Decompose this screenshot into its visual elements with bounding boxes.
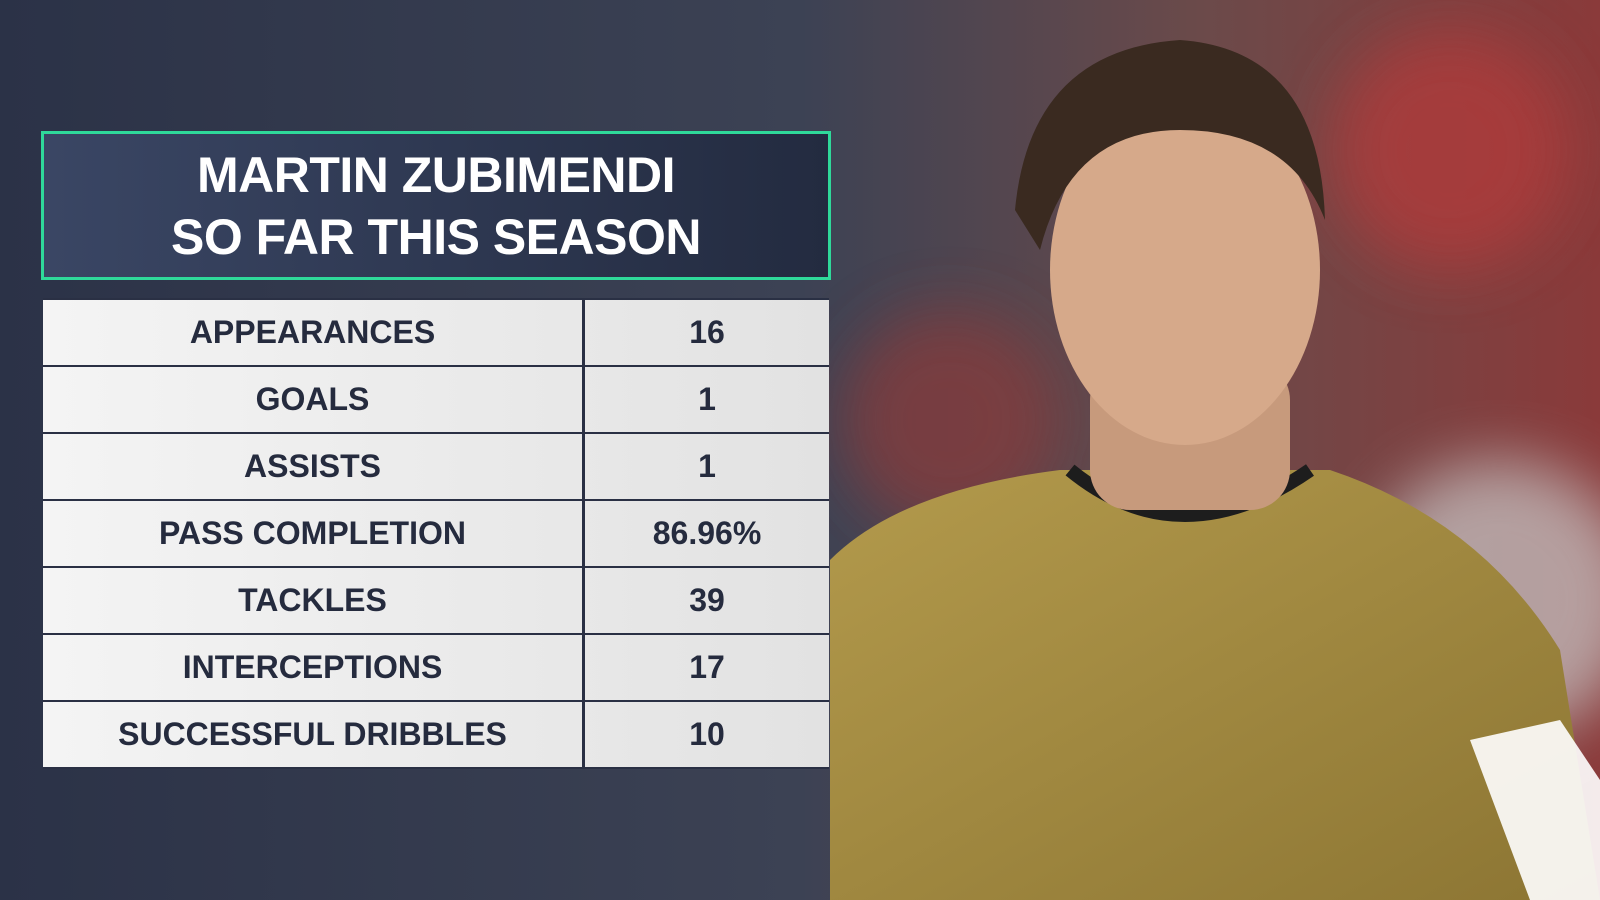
stats-table: APPEARANCES 16 GOALS 1 ASSISTS 1 PASS COMPLETI… — [43, 298, 829, 769]
stat-label: SUCCESSFUL DRIBBLES — [43, 702, 585, 767]
stat-value: 16 — [689, 314, 725, 350]
stat-value: 1 — [698, 381, 716, 417]
stat-value: 1 — [698, 448, 716, 484]
player-hair — [1015, 40, 1325, 250]
title-line: MARTIN ZUBIMENDI — [196, 146, 676, 203]
stat-value: 10 — [689, 716, 725, 752]
stats-row: TACKLES 39 — [43, 568, 829, 635]
stats-row: INTERCEPTIONS 17 — [43, 635, 829, 702]
stat-label: ASSISTS — [43, 434, 585, 499]
player-face — [1050, 95, 1320, 445]
stat-label: INTERCEPTIONS — [43, 635, 585, 700]
stats-row: ASSISTS 1 — [43, 434, 829, 501]
stats-row: APPEARANCES 16 — [43, 300, 829, 367]
stat-value: 17 — [689, 649, 725, 685]
stats-row: GOALS 1 — [43, 367, 829, 434]
stat-value: 86.96% — [652, 515, 762, 551]
stat-value: 39 — [689, 582, 725, 618]
stat-label: PASS COMPLETION — [43, 501, 585, 566]
stat-label: GOALS — [43, 367, 585, 432]
player-shirt — [830, 470, 1600, 900]
stat-label: TACKLES — [43, 568, 585, 633]
title-line: SO FAR THIS SEASON — [171, 208, 701, 265]
stats-row: SUCCESSFUL DRIBBLES 10 — [43, 702, 829, 769]
stats-row: PASS COMPLETION 86.96% — [43, 501, 829, 568]
title-box: MARTIN ZUBIMENDI SO FAR THIS SEASON — [41, 131, 831, 280]
stat-label: APPEARANCES — [43, 300, 585, 365]
